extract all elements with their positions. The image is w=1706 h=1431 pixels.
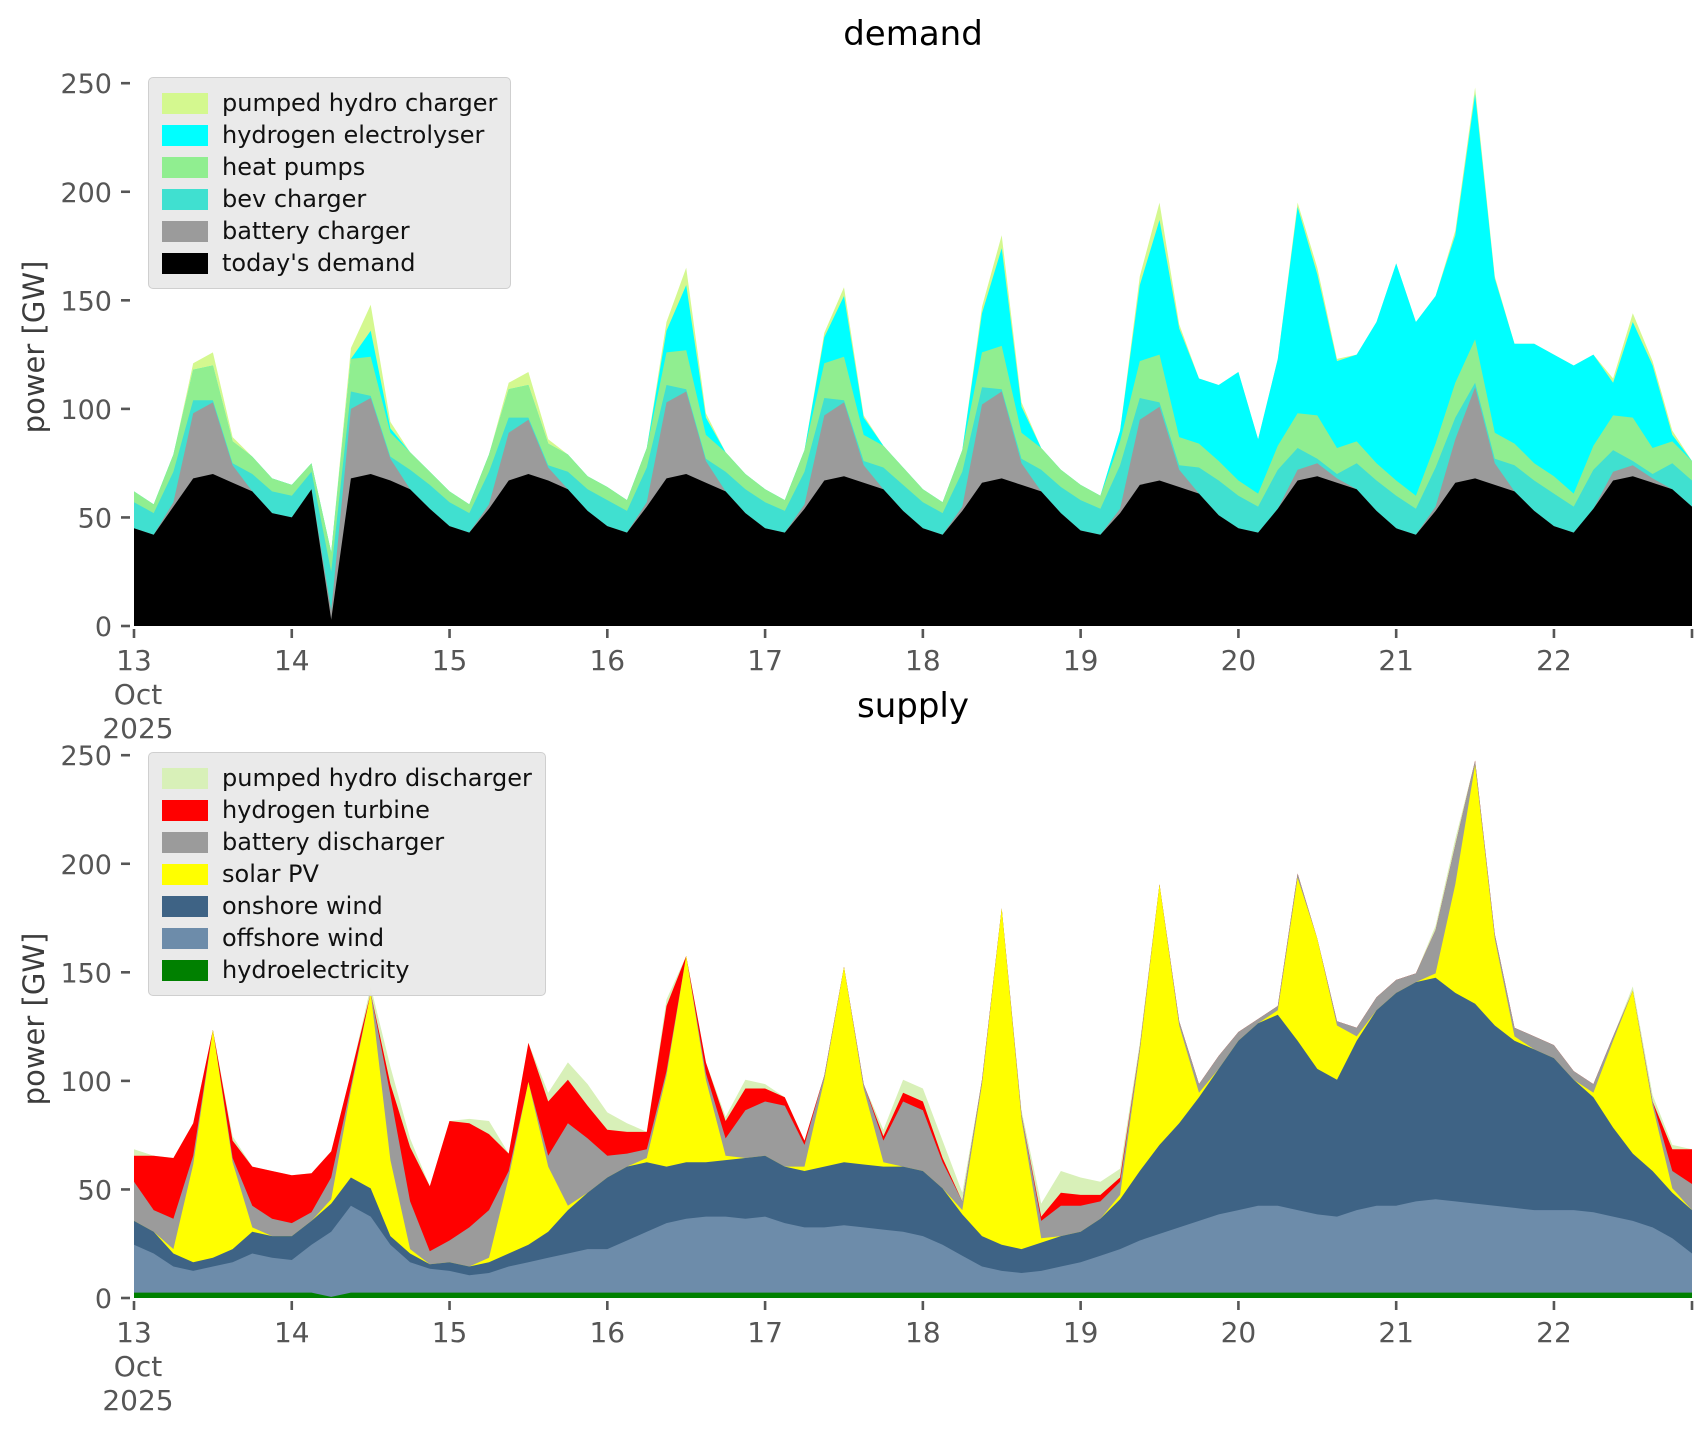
legend-swatch-hydroelectricity — [162, 959, 208, 981]
legend-swatch-pumped-hydro-discharger — [162, 767, 208, 789]
supply-legend: pumped hydro discharger hydrogen turbine b… — [148, 752, 546, 996]
y-tick-label: 0 — [95, 1284, 112, 1315]
x-tick-label: 14 — [274, 1316, 310, 1349]
y-tick-label: 250 — [60, 69, 112, 100]
x-tick-label: 16 — [589, 1316, 625, 1349]
legend-item-hydrogen-turbine: hydrogen turbine — [162, 794, 532, 826]
area-today-s-demand — [134, 474, 1692, 626]
x-tick-label: 18 — [905, 1316, 941, 1349]
x-tick-label: 15 — [432, 1316, 468, 1349]
legend-label: battery discharger — [222, 828, 445, 856]
legend-item-hydroelectricity: hydroelectricity — [162, 954, 532, 986]
x-tick-sublabel: Oct — [114, 678, 162, 711]
y-tick-label: 50 — [78, 503, 112, 534]
x-tick-label: 22 — [1536, 1316, 1572, 1349]
x-tick-label: 13 — [116, 644, 152, 677]
y-tick-label: 100 — [60, 1067, 112, 1098]
x-tick-label: 19 — [1063, 644, 1099, 677]
x-tick-label: 20 — [1221, 1316, 1257, 1349]
legend-label: hydrogen electrolyser — [222, 121, 485, 149]
x-tick-label: 17 — [747, 1316, 783, 1349]
legend-label: pumped hydro discharger — [222, 764, 532, 792]
legend-swatch-pumped-hydro-charger — [162, 92, 208, 114]
legend-label: hydroelectricity — [222, 956, 410, 984]
y-tick-label: 100 — [60, 395, 112, 426]
legend-item-today-s-demand: today's demand — [162, 247, 497, 279]
legend-swatch-battery-discharger — [162, 831, 208, 853]
area-hydroelectricity — [134, 1292, 1692, 1298]
legend-swatch-onshore-wind — [162, 895, 208, 917]
x-tick-sublabel: 2025 — [102, 712, 173, 745]
x-tick-label: 19 — [1063, 1316, 1099, 1349]
area-offshore-wind — [134, 1199, 1692, 1298]
legend-item-onshore-wind: onshore wind — [162, 890, 532, 922]
y-tick-label: 200 — [60, 850, 112, 881]
legend-item-pumped-hydro-charger: pumped hydro charger — [162, 87, 497, 119]
x-tick-sublabel: 2025 — [102, 1384, 173, 1417]
legend-label: offshore wind — [222, 924, 385, 952]
x-tick-label: 14 — [274, 644, 310, 677]
legend-item-battery-discharger: battery discharger — [162, 826, 532, 858]
x-tick-label: 15 — [432, 644, 468, 677]
x-tick-label: 22 — [1536, 644, 1572, 677]
legend-label: bev charger — [222, 185, 367, 213]
legend-swatch-heat-pumps — [162, 156, 208, 178]
legend-swatch-offshore-wind — [162, 927, 208, 949]
x-tick-sublabel: Oct — [114, 1350, 162, 1383]
legend-swatch-today-s-demand — [162, 252, 208, 274]
demand-chart-title: demand — [843, 14, 983, 54]
legend-item-heat-pumps: heat pumps — [162, 151, 497, 183]
supply-plot-area — [134, 760, 1692, 1298]
y-tick-label: 250 — [60, 741, 112, 772]
legend-item-hydrogen-electrolyser: hydrogen electrolyser — [162, 119, 497, 151]
legend-label: today's demand — [222, 249, 416, 277]
legend-item-pumped-hydro-discharger: pumped hydro discharger — [162, 762, 532, 794]
legend-item-bev-charger: bev charger — [162, 183, 497, 215]
legend-swatch-solar-pv — [162, 863, 208, 885]
legend-label: solar PV — [222, 860, 319, 888]
x-tick-label: 13 — [116, 1316, 152, 1349]
legend-label: pumped hydro charger — [222, 89, 498, 117]
y-tick-label: 200 — [60, 178, 112, 209]
y-tick-label: 150 — [60, 286, 112, 317]
x-tick-label: 21 — [1378, 1316, 1414, 1349]
legend-label: battery charger — [222, 217, 410, 245]
demand-plot-area — [134, 87, 1692, 627]
x-tick-label: 20 — [1221, 644, 1257, 677]
legend-item-offshore-wind: offshore wind — [162, 922, 532, 954]
y-tick-label: 150 — [60, 958, 112, 989]
y-tick-label: 50 — [78, 1175, 112, 1206]
legend-item-solar-pv: solar PV — [162, 858, 532, 890]
legend-swatch-battery-charger — [162, 220, 208, 242]
legend-label: heat pumps — [222, 153, 366, 181]
legend-swatch-hydrogen-turbine — [162, 799, 208, 821]
legend-label: hydrogen turbine — [222, 796, 430, 824]
legend-swatch-hydrogen-electrolyser — [162, 124, 208, 146]
y-tick-label: 0 — [95, 612, 112, 643]
x-tick-label: 16 — [589, 644, 625, 677]
legend-swatch-bev-charger — [162, 188, 208, 210]
supply-chart-title: supply — [857, 686, 969, 726]
x-tick-label: 21 — [1378, 644, 1414, 677]
x-tick-label: 17 — [747, 644, 783, 677]
legend-item-battery-charger: battery charger — [162, 215, 497, 247]
x-tick-label: 18 — [905, 644, 941, 677]
demand-legend: pumped hydro charger hydrogen electrolyse… — [148, 77, 512, 289]
legend-label: onshore wind — [222, 892, 383, 920]
